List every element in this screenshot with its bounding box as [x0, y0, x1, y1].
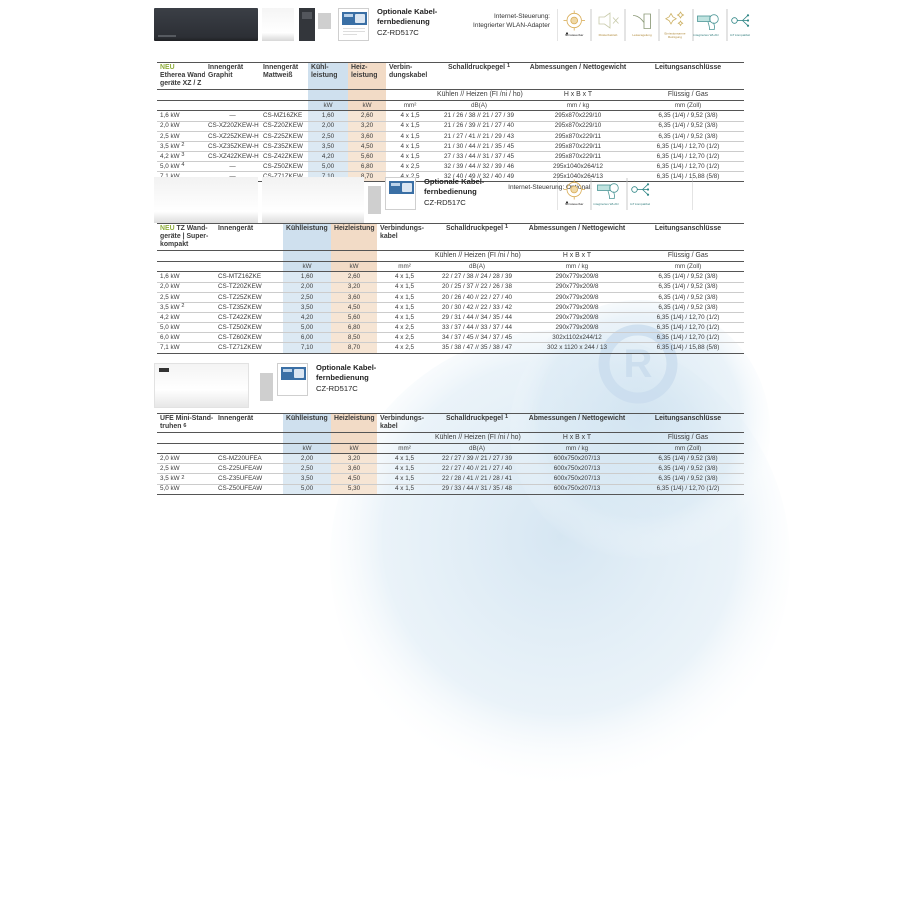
- svg-text:IoT kompatibel: IoT kompatibel: [629, 202, 650, 206]
- svg-text:Leiseregelung: Leiseregelung: [632, 33, 652, 37]
- svg-text:IoT kompatibel: IoT kompatibel: [730, 33, 750, 37]
- svg-text:fernsteuerbar: fernsteuerbar: [565, 202, 583, 206]
- svg-text:Reinigung: Reinigung: [668, 35, 682, 39]
- svg-text:integriertes WLAN: integriertes WLAN: [593, 202, 618, 206]
- svg-text:fernsteuerbar: fernsteuerbar: [565, 33, 583, 37]
- svg-text:Flüsterbetrieb: Flüsterbetrieb: [598, 33, 617, 37]
- svg-text:integriertes WLAN: integriertes WLAN: [693, 33, 718, 37]
